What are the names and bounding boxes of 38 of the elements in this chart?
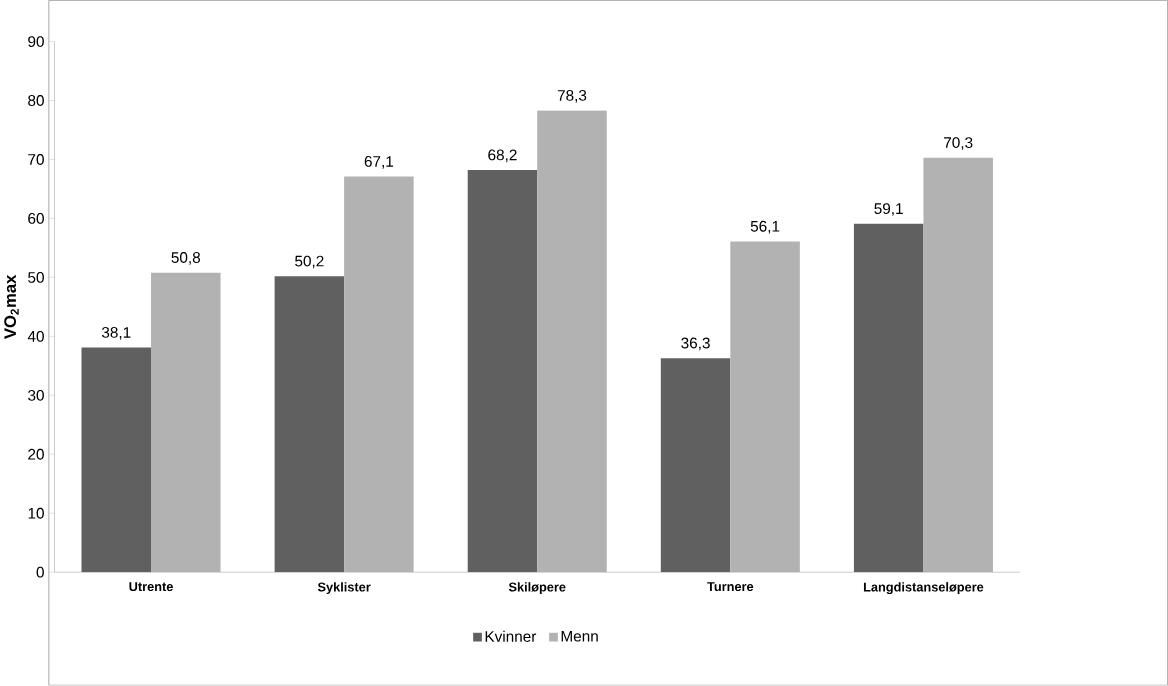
legend-label: Kvinner [485, 630, 537, 643]
bar [923, 157, 993, 573]
y-tick-label: 0 [36, 566, 44, 578]
y-tick-label: 70 [28, 154, 44, 166]
bar [537, 110, 607, 573]
data-label: 38,1 [101, 327, 131, 340]
data-label: 70,3 [944, 137, 973, 150]
data-label: 56,1 [750, 221, 780, 234]
y-axis-title: VO$_{2}$max [4, 275, 19, 340]
y-tick-label: 30 [28, 390, 44, 401]
y-tick-label: 40 [27, 331, 44, 342]
data-label: 36,3 [681, 337, 710, 351]
y-tick-label: 50 [28, 272, 44, 284]
x-tick-label: Syklister [317, 582, 371, 595]
bar [151, 272, 221, 573]
x-tick-label: Utrente [129, 582, 173, 592]
y-tick-label: 90 [28, 36, 44, 48]
bar [467, 170, 538, 573]
data-label: 50,8 [171, 252, 201, 265]
bar [81, 347, 152, 573]
bar [853, 223, 924, 573]
bar [660, 358, 731, 573]
y-tick-label: 60 [28, 213, 44, 225]
data-label: 59,1 [874, 203, 903, 217]
x-tick-label: Turnere [707, 582, 754, 592]
x-tick-label: Langdistanseløpere [863, 582, 984, 595]
data-label: 67,1 [364, 156, 394, 169]
data-label: 68,2 [488, 149, 517, 163]
bar [730, 241, 800, 573]
data-label: 78,3 [557, 90, 587, 103]
data-label: 50,2 [295, 255, 324, 269]
legend-label: Menn [561, 631, 598, 642]
bar [274, 276, 345, 573]
x-tick-label: Skiløpere [508, 582, 566, 595]
y-tick-label: 10 [28, 508, 44, 519]
y-tick-label: 80 [28, 95, 44, 107]
y-tick-label: 20 [28, 449, 44, 460]
bar [344, 176, 414, 573]
